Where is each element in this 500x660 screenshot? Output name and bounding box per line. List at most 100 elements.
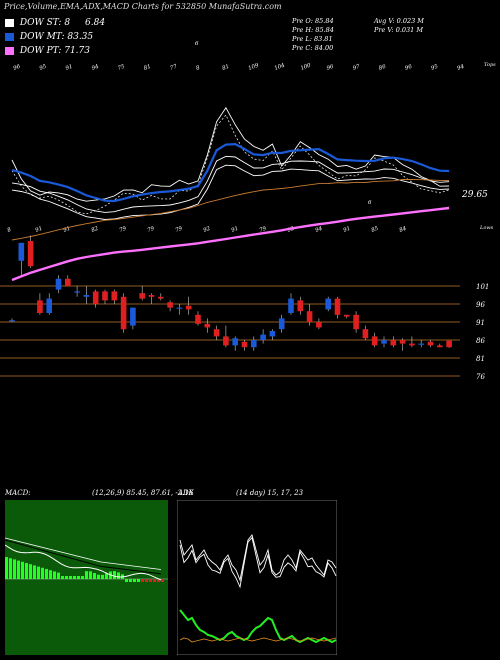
- macd-histogram-bar: [101, 574, 104, 579]
- candle-body: [9, 320, 15, 322]
- candle-body: [46, 298, 52, 313]
- chart-title: Price,Volume,EMA,ADX,MACD Charts for 532…: [4, 2, 282, 11]
- adx-di-plus-line: [179, 534, 337, 582]
- price-axis-label: 81: [476, 355, 485, 363]
- candle-body: [65, 278, 71, 286]
- top-number-label: 97: [352, 64, 361, 72]
- price-axis-label: 101: [476, 283, 489, 291]
- candle-body: [185, 305, 192, 310]
- candle-body: [111, 291, 118, 301]
- legend-swatch-pt: [5, 46, 14, 55]
- top-number-label: 77: [169, 64, 178, 72]
- macd-histogram-bar: [41, 567, 44, 579]
- top-number-label: 100: [300, 62, 312, 71]
- macd-histogram-bar: [105, 573, 108, 579]
- macd-histogram-bar: [85, 571, 88, 579]
- top-number-label: 94: [91, 64, 100, 72]
- adx-line: [179, 609, 337, 644]
- legend-dow-st: DOW ST: 8 6.84: [5, 18, 105, 28]
- mid-number-label: 8: [7, 227, 13, 234]
- candle-body: [18, 242, 25, 261]
- top-number-label: 96: [13, 64, 22, 72]
- candle-body: [437, 345, 443, 348]
- mid-number-label: 79: [175, 226, 184, 234]
- ema-short-line: [11, 106, 450, 202]
- macd-header: MACD:: [5, 489, 31, 497]
- candle-body: [37, 300, 43, 313]
- candle-body: [130, 307, 136, 326]
- macd-histogram-bar: [117, 572, 120, 579]
- macd-histogram-bar: [157, 579, 160, 582]
- candle-body: [139, 293, 145, 299]
- macd-histogram-bar: [133, 579, 136, 582]
- info-pre-open: Pre O: 85.84: [292, 17, 334, 25]
- macd-histogram-bar: [129, 579, 132, 582]
- candle-body: [213, 329, 220, 337]
- adx-panel: [177, 500, 337, 655]
- macd-histogram-bar: [113, 571, 116, 579]
- candle-body: [251, 340, 257, 348]
- top-number-label: 86: [378, 64, 387, 72]
- candle-body: [427, 341, 434, 346]
- macd-histogram-bar: [77, 576, 80, 579]
- macd-histogram-bar: [73, 576, 76, 579]
- candle-body: [120, 296, 127, 330]
- macd-histogram-bar: [53, 571, 56, 579]
- mid-number-label: 84: [399, 226, 408, 234]
- mid-number-label: 79: [147, 226, 156, 234]
- macd-histogram-bar: [69, 576, 72, 579]
- candle-body: [232, 338, 238, 346]
- lows-label: Lows: [479, 225, 494, 231]
- adx-secondary-line: [179, 637, 337, 643]
- legend-swatch-st: [5, 18, 14, 27]
- candle-body: [344, 314, 350, 317]
- macd-histogram-bar: [149, 579, 152, 582]
- top-extra-label: 6: [195, 41, 199, 47]
- macd-histogram-bar: [25, 563, 28, 579]
- candle-body: [260, 334, 266, 340]
- tops-label: Tops: [484, 62, 496, 68]
- macd-histogram-bar: [125, 579, 128, 582]
- candle-body: [306, 311, 313, 322]
- mid-number-label: 85: [371, 226, 380, 234]
- top-number-label: 91: [65, 64, 74, 72]
- candle-body: [316, 322, 322, 328]
- info-pre-close: Pre C: 84.00: [292, 44, 334, 52]
- top-number-label: 94: [457, 64, 466, 72]
- ema-long-line: [11, 179, 450, 241]
- candle-body: [55, 278, 62, 290]
- info-pre-volume: Pre V: 0.031 M: [374, 26, 424, 34]
- macd-histogram-bar: [65, 576, 68, 579]
- ema-short-line-2: [11, 155, 450, 213]
- candle-body: [446, 340, 452, 348]
- mid-number-label: 92: [203, 226, 212, 234]
- macd-histogram-bar: [33, 565, 36, 579]
- legend-swatch-mt: [5, 32, 14, 41]
- candle-body: [223, 336, 229, 346]
- macd-panel: [5, 500, 168, 655]
- adx-title: ADX: [178, 489, 194, 497]
- mid-number-label: 79: [119, 226, 128, 234]
- mid-number-label: 92: [287, 226, 296, 234]
- candle-body: [325, 298, 331, 310]
- ema-pt-line: [11, 206, 450, 282]
- candle-body: [167, 302, 173, 308]
- macd-histogram-bar: [145, 579, 148, 582]
- volume-label: 29.65: [461, 190, 488, 200]
- top-number-label: 96: [326, 64, 335, 72]
- candle-body: [241, 341, 248, 348]
- info-pre-low: Pre L: 83.81: [292, 35, 333, 43]
- macd-signal-line: [5, 539, 162, 575]
- info-pre-high: Pre H: 85.84: [292, 26, 334, 34]
- macd-histogram-bar: [97, 574, 100, 579]
- top-number-label: 104: [274, 62, 286, 71]
- candle-body: [390, 340, 397, 346]
- macd-histogram-bar: [57, 572, 60, 579]
- candle-body: [399, 340, 406, 344]
- info-avg-volume: Avg V: 0.023 M: [374, 17, 424, 25]
- candle-body: [27, 241, 34, 267]
- top-number-label: 95: [39, 64, 48, 72]
- candle-body: [74, 291, 80, 293]
- macd-histogram-bar: [93, 573, 96, 579]
